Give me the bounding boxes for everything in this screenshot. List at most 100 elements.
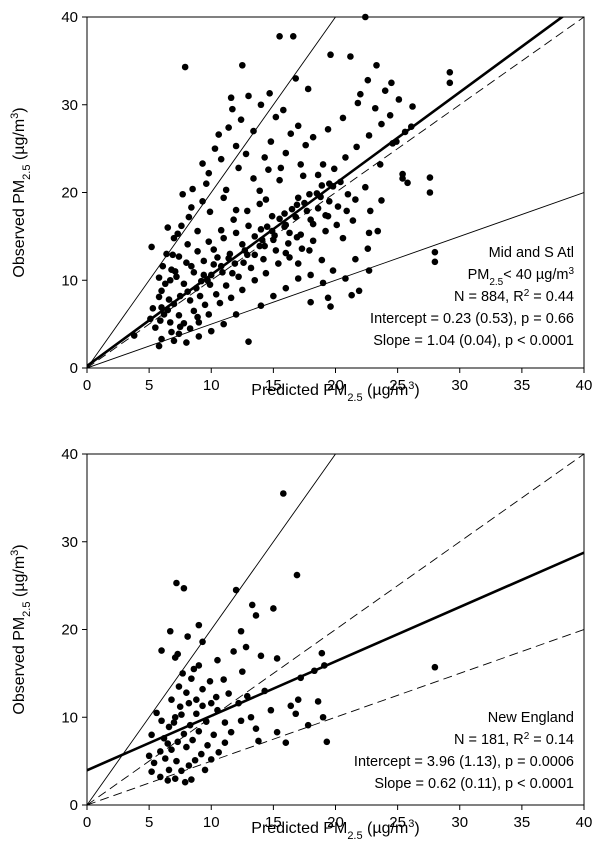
data-point [272, 247, 280, 254]
data-point [186, 721, 194, 729]
data-point [155, 274, 163, 281]
data-point [225, 124, 232, 131]
data-point [294, 260, 302, 267]
data-point [378, 197, 385, 204]
data-point [273, 655, 281, 662]
data-point [157, 317, 164, 324]
x-tick-label: 15 [265, 377, 282, 394]
x-tick-label: 0 [83, 377, 91, 394]
x-tick-label: 20 [327, 814, 344, 831]
data-point [319, 713, 327, 721]
x-tick-label: 30 [451, 814, 468, 831]
data-point [158, 335, 165, 343]
data-point [327, 303, 334, 310]
stats-annotation: New England N = 181, R2 = 0.14 Intercept =… [354, 710, 574, 792]
data-point [180, 730, 188, 738]
data-point [250, 175, 257, 182]
y-axis-label-main: Observed PM [11, 617, 28, 715]
data-point [195, 333, 203, 340]
data-point [237, 116, 245, 123]
x-axis-label: Predicted PM2.5 (µg/m3) [251, 380, 419, 404]
x-axis-label-main: Predicted PM [251, 382, 347, 399]
data-point [201, 766, 209, 774]
y-tick-label: 20 [61, 622, 78, 639]
data-point [178, 767, 185, 775]
x-tick-label: 10 [203, 377, 220, 394]
annotation-region-text: New England [488, 710, 574, 726]
x-tick-label: 25 [389, 377, 406, 394]
data-point [232, 229, 240, 237]
data-point [386, 111, 394, 119]
data-point [319, 161, 327, 168]
x-tick-label: 15 [265, 814, 282, 831]
data-point [330, 165, 338, 173]
data-point [446, 68, 454, 76]
data-point [189, 736, 196, 744]
data-point [280, 490, 287, 497]
data-point [185, 699, 193, 707]
data-point [257, 101, 265, 109]
data-point [157, 748, 164, 755]
data-point [324, 294, 332, 302]
data-point [176, 703, 184, 711]
y-axis-label-sub: 2.5 [21, 602, 33, 617]
data-point [150, 759, 158, 767]
annotation-region: New England [488, 710, 574, 726]
data-point [286, 229, 293, 237]
data-point [342, 154, 349, 161]
data-point [230, 216, 237, 224]
data-point [170, 337, 178, 345]
data-point [206, 208, 214, 216]
data-point [277, 164, 285, 172]
data-point [261, 687, 268, 695]
data-point [214, 706, 221, 714]
y-axis-label-unit-end: ) [11, 107, 28, 112]
data-point [207, 699, 215, 707]
data-point [199, 685, 206, 693]
data-point [170, 719, 178, 726]
y-tick-label: 40 [61, 446, 78, 463]
data-point [176, 323, 184, 331]
data-point [282, 221, 290, 229]
data-point [227, 728, 235, 736]
data-point [207, 327, 215, 335]
data-point [215, 749, 223, 756]
data-point [166, 319, 174, 326]
data-point [262, 196, 270, 203]
data-point [235, 273, 242, 281]
data-point [409, 103, 416, 110]
data-point [175, 253, 183, 260]
y-tick-label: 0 [70, 360, 78, 377]
data-point [373, 61, 380, 69]
data-point [158, 717, 165, 725]
x-axis-label-unit-end: ) [414, 820, 419, 837]
x-tick-label: 25 [389, 814, 406, 831]
data-point [157, 773, 164, 781]
annotation-filter: PM2.5< 40 µg/m3 [468, 266, 575, 288]
data-point [189, 185, 196, 193]
data-point [210, 261, 218, 268]
data-point [304, 85, 312, 93]
data-point [153, 709, 160, 717]
data-point [378, 120, 385, 128]
data-point [287, 702, 295, 710]
data-point [261, 154, 268, 161]
data-point [235, 164, 242, 172]
data-point [239, 61, 246, 69]
data-point [314, 171, 322, 179]
data-point [276, 215, 283, 223]
data-point [364, 76, 372, 84]
data-point [245, 338, 252, 345]
annotation-slope-text: Slope = 1.04 (0.04), p < 0.0001 [373, 333, 574, 349]
data-point [188, 204, 195, 211]
data-point [221, 719, 229, 726]
data-point [193, 284, 200, 292]
data-point [260, 255, 267, 263]
data-point [334, 203, 342, 210]
data-point [258, 236, 266, 244]
data-point [145, 752, 153, 760]
data-point [193, 710, 200, 718]
data-point [257, 226, 265, 233]
data-point [205, 169, 213, 177]
